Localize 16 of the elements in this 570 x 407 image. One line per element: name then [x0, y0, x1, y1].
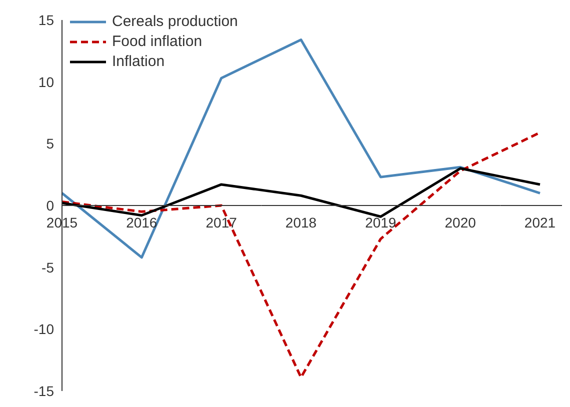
legend-label: Food inflation: [112, 32, 202, 52]
line-series: [60, 167, 542, 218]
y-tick-label: 5: [46, 136, 54, 152]
x-tick-label: 2016: [126, 214, 158, 230]
y-tick-label: -15: [34, 382, 54, 399]
x-tick-label: 2018: [285, 214, 317, 230]
legend-label: Inflation: [112, 52, 165, 72]
x-tick-label: 2019: [365, 214, 396, 230]
y-tick-label: -5: [42, 259, 54, 276]
y-tick-label: 10: [38, 74, 54, 90]
x-tick-label: 2020: [444, 214, 476, 230]
y-tick-label: 0: [46, 197, 54, 214]
y-tick-label: 15: [38, 12, 54, 28]
y-tick-label: -10: [34, 321, 54, 338]
legend-label: Cereals production: [112, 12, 238, 32]
x-tick-label: 2021: [524, 214, 556, 230]
